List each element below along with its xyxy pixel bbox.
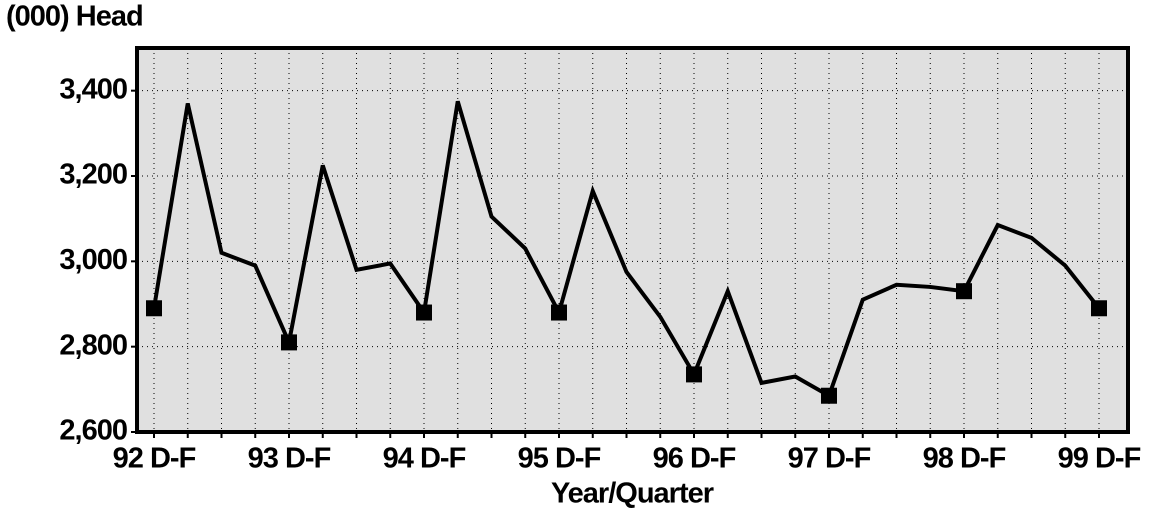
x-tick-label: 96 D-F xyxy=(653,443,736,475)
x-tick-label: 95 D-F xyxy=(518,443,601,475)
y-tick-label: 3,000 xyxy=(59,244,127,276)
y-axis-label: (000) Head xyxy=(6,1,143,33)
line xyxy=(152,100,1101,399)
y-tick-label: 3,200 xyxy=(59,159,127,191)
x-axis-label: Year/Quarter xyxy=(551,478,714,510)
y-tick-label: 2,600 xyxy=(59,415,127,447)
x-tick-label: 93 D-F xyxy=(248,443,331,475)
point-marker xyxy=(281,334,297,351)
x-tick-label: 97 D-F xyxy=(788,443,871,475)
x-tick-label: 92 D-F xyxy=(113,443,196,475)
plot-background xyxy=(137,48,1128,432)
x-tick-label: 99 D-F xyxy=(1058,443,1141,475)
point-marker xyxy=(551,304,567,321)
y-tick-label: 2,800 xyxy=(59,329,127,361)
point-marker xyxy=(821,387,837,404)
point-marker xyxy=(1091,300,1107,317)
x-tick-label: 94 D-F xyxy=(383,443,466,475)
x-tick-label: 98 D-F xyxy=(923,443,1006,475)
y-tick-label: 3,400 xyxy=(59,73,127,105)
point-marker xyxy=(416,304,432,321)
point-marker xyxy=(686,366,702,383)
point-marker xyxy=(956,283,972,300)
plot-border xyxy=(135,46,1130,434)
point-marker xyxy=(146,300,162,317)
